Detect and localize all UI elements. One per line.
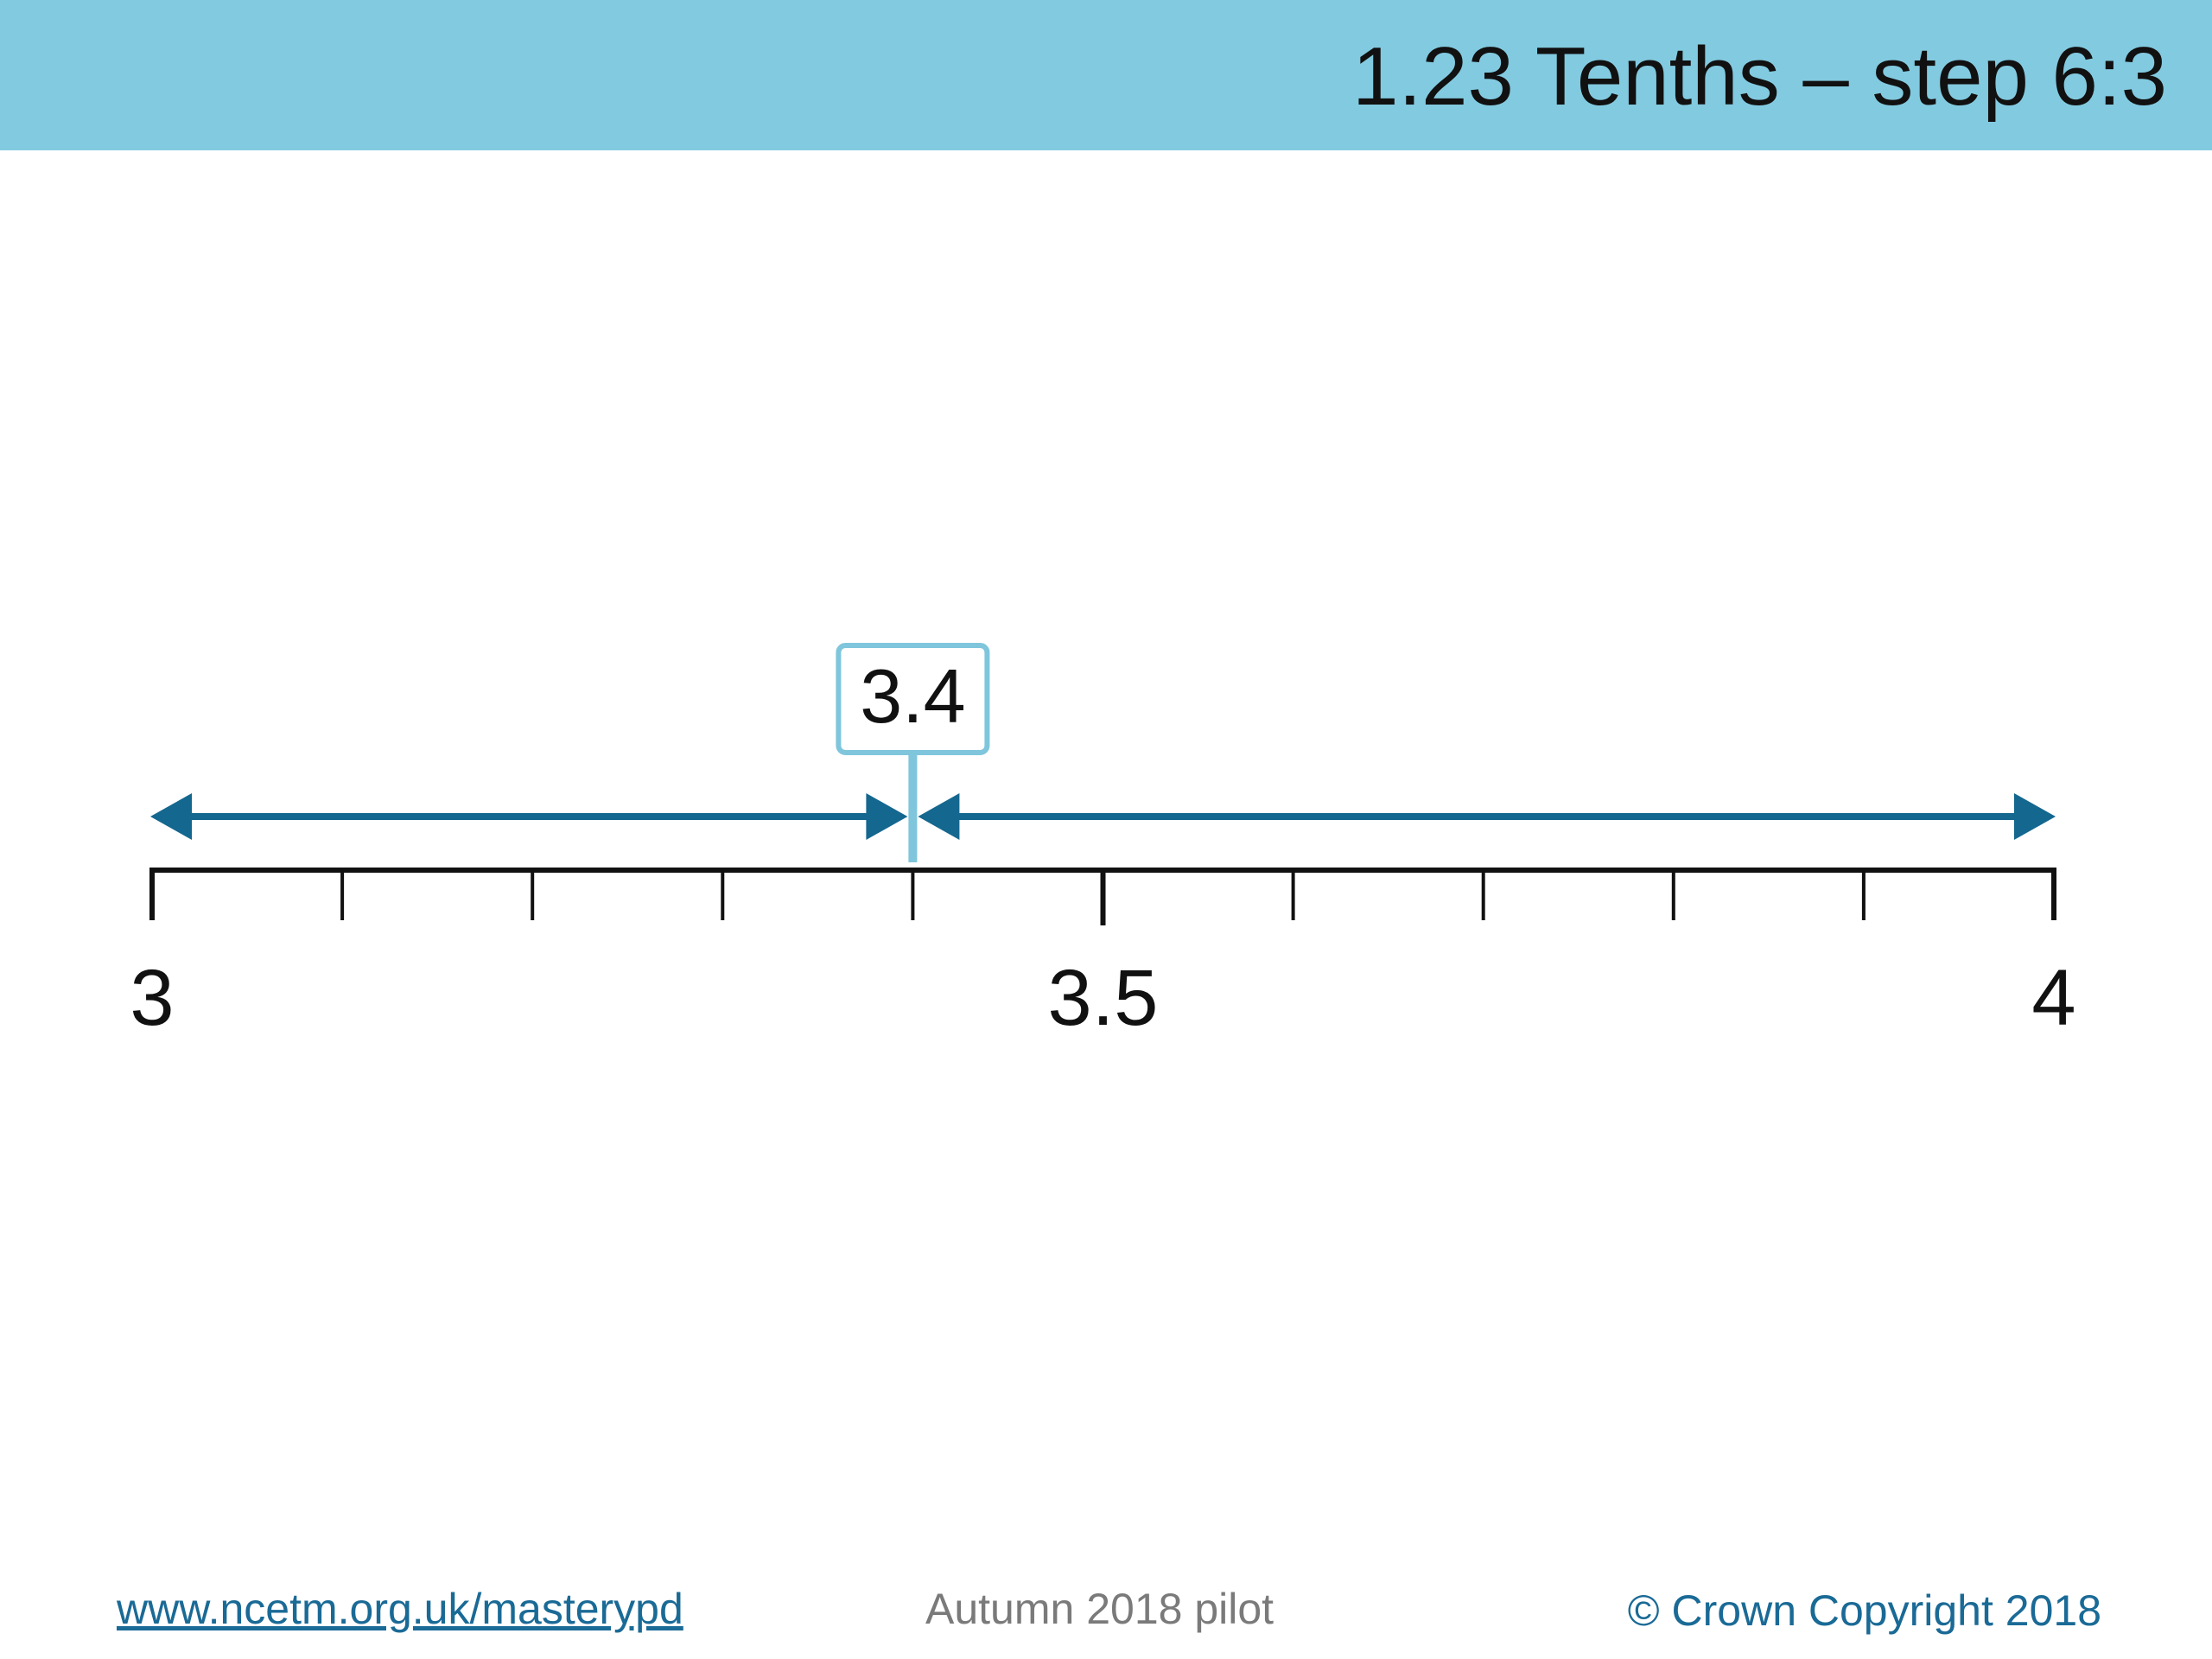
footer-copyright: © Crown Copyright 2018 [1627, 1586, 2101, 1635]
distance-arrow [918, 793, 2056, 840]
marker-value-label: 3.4 [860, 653, 965, 739]
distance-arrows [150, 793, 2056, 840]
arrow-head-right [866, 793, 908, 840]
arrow-head-left [150, 793, 192, 840]
footer-link-masterypd[interactable]: www.ncetm.org.uk/masterypd [117, 1585, 683, 1633]
arrow-head-right [2014, 793, 2056, 840]
number-label: 4 [2031, 954, 2075, 1042]
number-label: 3.5 [1048, 954, 1159, 1042]
value-marker: 3.4 [836, 643, 990, 862]
arrow-head-left [918, 793, 960, 840]
header-bar: 1.23 Tenths – step 6:3 [0, 0, 2212, 150]
distance-arrow [150, 793, 908, 840]
number-line-labels: 3 3.5 4 [130, 954, 2075, 1042]
number-label: 3 [130, 954, 174, 1042]
footer-pilot-text: Autumn 2018 pilot [925, 1585, 1274, 1633]
number-line [149, 868, 2056, 925]
marker-box [836, 643, 990, 755]
marker-pole [908, 752, 918, 862]
slide-title: 1.23 Tenths – step 6:3 [1352, 30, 2167, 123]
